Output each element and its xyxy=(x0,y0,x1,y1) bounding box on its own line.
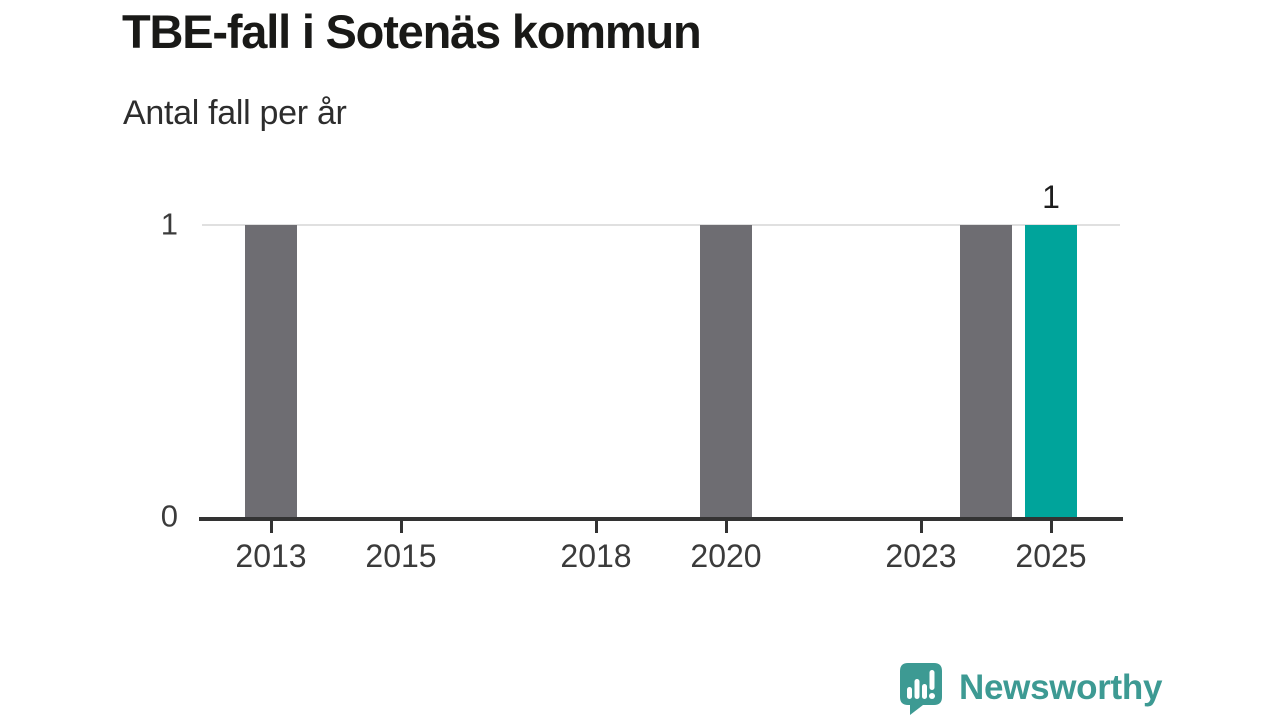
bars-layer xyxy=(200,225,1120,517)
newsworthy-logo-icon xyxy=(900,662,942,715)
plot-area xyxy=(200,224,1120,517)
y-tick-label-0: 0 xyxy=(160,498,178,534)
bar-2025 xyxy=(1025,225,1077,517)
x-tick-label-2018: 2018 xyxy=(560,538,632,574)
newsworthy-logo[interactable]: Newsworthy xyxy=(896,660,1162,716)
x-tick-label-2023: 2023 xyxy=(885,538,957,574)
x-tick-label-2015: 2015 xyxy=(365,538,437,574)
gridlines-layer xyxy=(200,224,1120,517)
bar-2020 xyxy=(700,225,752,517)
x-tick-2023 xyxy=(919,521,923,533)
x-tick-2015 xyxy=(399,521,403,533)
bar-2013 xyxy=(245,225,297,517)
chart-title: TBE-fall i Sotenäs kommun xyxy=(122,5,702,58)
x-tick-label-2013: 2013 xyxy=(235,538,307,574)
x-axis-line xyxy=(199,517,1123,521)
x-tick-label-2025: 2025 xyxy=(1015,538,1087,574)
gridline-y-1 xyxy=(202,224,1120,226)
x-tick-2013 xyxy=(269,521,273,533)
chart-subtitle: Antal fall per år xyxy=(123,94,347,132)
bar-2024 xyxy=(960,225,1012,517)
bar-value-label-2025: 1 xyxy=(1042,179,1060,215)
x-tick-label-2020: 2020 xyxy=(690,538,762,574)
x-tick-2018 xyxy=(594,521,598,533)
x-tick-2025 xyxy=(1049,521,1053,533)
newsworthy-logo-text: Newsworthy xyxy=(959,668,1163,707)
x-tick-2020 xyxy=(724,521,728,533)
y-tick-label-1: 1 xyxy=(160,206,178,242)
